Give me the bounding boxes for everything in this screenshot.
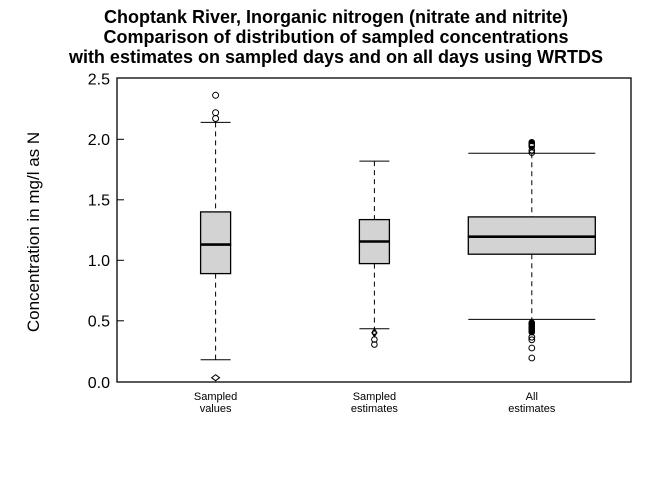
svg-text:2.0: 2.0 [88, 132, 110, 149]
svg-text:0.0: 0.0 [88, 375, 110, 392]
svg-text:values: values [200, 403, 232, 415]
svg-text:1.5: 1.5 [88, 193, 110, 210]
svg-text:0.5: 0.5 [88, 314, 110, 331]
svg-text:All: All [526, 391, 538, 403]
svg-text:estimates: estimates [351, 403, 399, 415]
svg-text:Sampled: Sampled [353, 391, 396, 403]
svg-text:1.0: 1.0 [88, 253, 110, 270]
svg-text:2.5: 2.5 [88, 72, 110, 89]
svg-text:Sampled: Sampled [194, 391, 237, 403]
svg-text:Concentration in mg/l as N: Concentration in mg/l as N [24, 132, 43, 332]
svg-text:estimates: estimates [508, 403, 556, 415]
